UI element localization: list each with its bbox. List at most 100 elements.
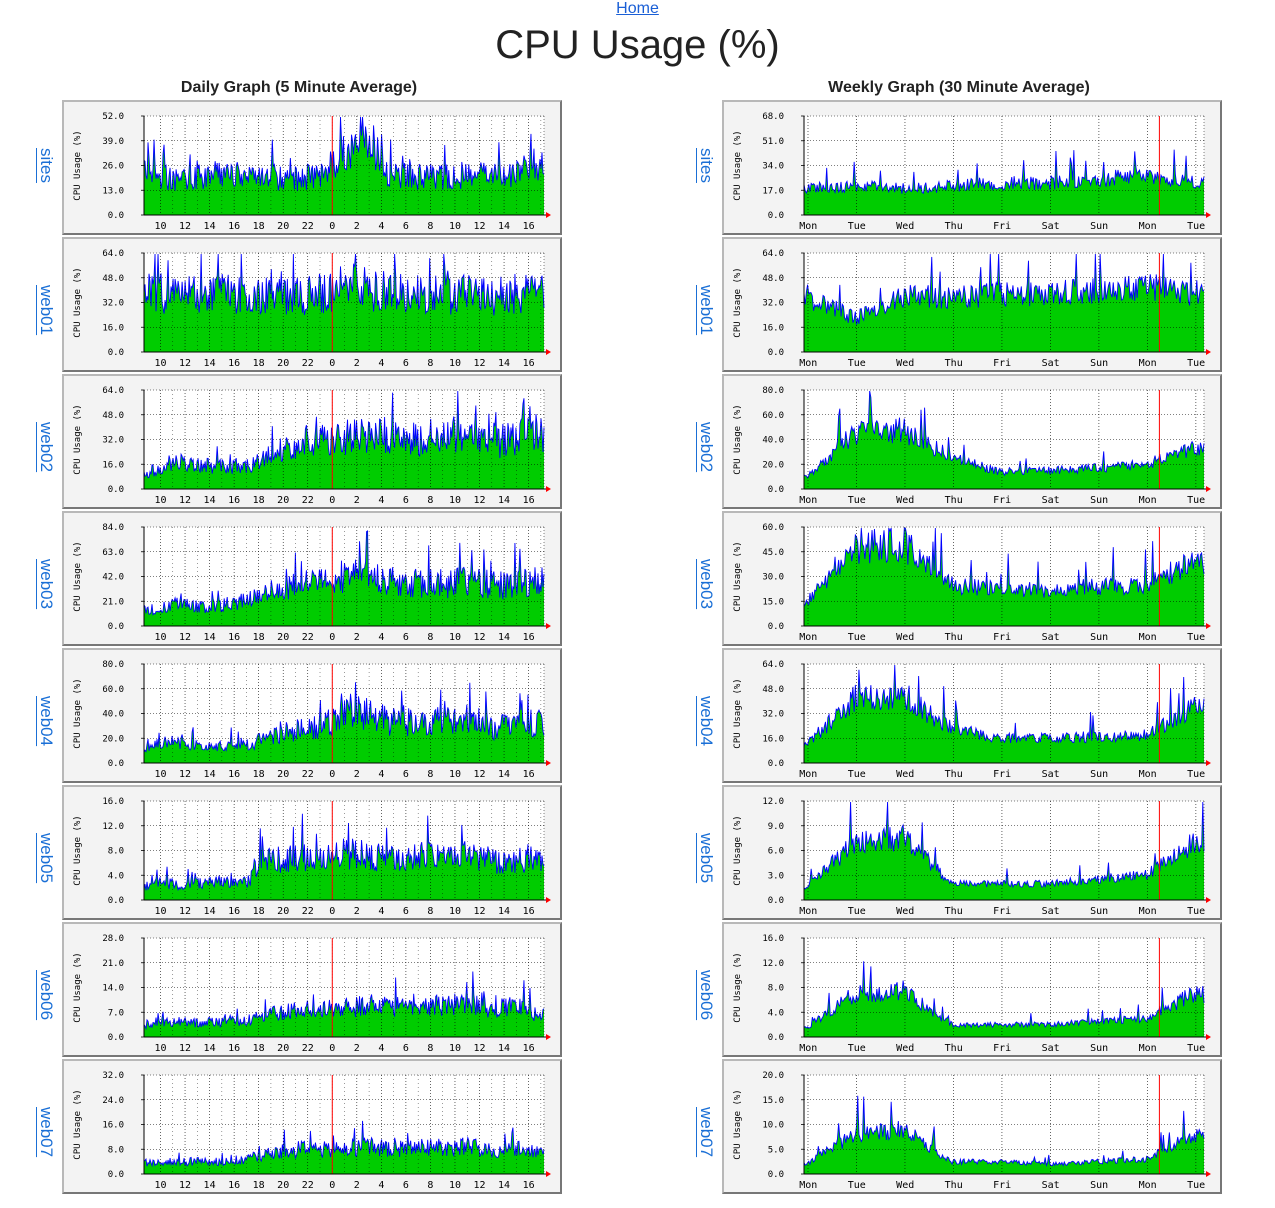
y-tick-label: 0.0 bbox=[768, 1170, 784, 1180]
y-axis-label: CPU Usage (%) bbox=[733, 678, 743, 748]
x-tick-label: 0 bbox=[329, 1043, 335, 1054]
y-tick-label: 40.0 bbox=[102, 710, 124, 720]
weekly-host-link-web01[interactable]: web01 bbox=[697, 285, 716, 336]
y-tick-label: 40.0 bbox=[762, 436, 784, 446]
cpu-line-series bbox=[803, 149, 1205, 195]
weekly-chart-web01: CPU Usage (%) 64.0 48.0 32.0 16.0 0.0 Mon Tue We… bbox=[733, 249, 1211, 369]
x-tick-label: Mon bbox=[799, 1180, 817, 1191]
y-tick-label: 21.0 bbox=[102, 597, 124, 607]
x-tick-label: 4 bbox=[378, 495, 384, 506]
daily-graph-web02: CPU Usage (%) 64.0 48.0 32.0 16.0 0.0 10 12 14 16… bbox=[62, 374, 562, 509]
x-tick-label: 6 bbox=[403, 906, 409, 917]
weekly-graph-web02: CPU Usage (%) 80.0 60.0 40.0 20.0 0.0 Mon Tue We… bbox=[722, 374, 1222, 509]
x-tick-label: 8 bbox=[427, 221, 433, 232]
daily-host-link-web02[interactable]: web02 bbox=[37, 422, 56, 473]
x-tick-label: 6 bbox=[403, 1180, 409, 1191]
x-axis-arrow-icon bbox=[1206, 1171, 1211, 1177]
x-tick-label: 10 bbox=[449, 769, 461, 780]
y-tick-label: 16.0 bbox=[102, 797, 124, 807]
x-tick-label: 10 bbox=[154, 1180, 166, 1191]
x-tick-label: 10 bbox=[154, 358, 166, 369]
x-tick-label: 6 bbox=[403, 358, 409, 369]
cpu-line-series bbox=[803, 961, 1205, 1029]
weekly-host-link-web02[interactable]: web02 bbox=[697, 422, 716, 473]
daily-host-link-web07[interactable]: web07 bbox=[37, 1107, 56, 1158]
cpu-line-series bbox=[803, 801, 1205, 890]
x-tick-label: 14 bbox=[204, 632, 216, 643]
x-tick-label: 4 bbox=[378, 221, 384, 232]
x-tick-label: 14 bbox=[498, 358, 510, 369]
y-axis-label: CPU Usage (%) bbox=[73, 678, 83, 748]
x-tick-label: 20 bbox=[277, 358, 289, 369]
y-tick-label: 80.0 bbox=[762, 386, 784, 396]
y-tick-label: 8.0 bbox=[108, 1145, 124, 1155]
x-tick-label: 12 bbox=[179, 495, 191, 506]
x-axis-arrow-icon bbox=[1206, 349, 1211, 355]
x-tick-label: 14 bbox=[204, 769, 216, 780]
home-link[interactable]: Home bbox=[616, 0, 659, 17]
x-tick-label: Mon bbox=[1139, 906, 1157, 917]
x-tick-label: 22 bbox=[302, 769, 314, 780]
x-tick-label: 22 bbox=[302, 906, 314, 917]
x-tick-label: 4 bbox=[378, 906, 384, 917]
x-axis-arrow-icon bbox=[546, 349, 551, 355]
weekly-graph-web04: CPU Usage (%) 64.0 48.0 32.0 16.0 0.0 Mon Tue We… bbox=[722, 648, 1222, 783]
x-tick-label: Sat bbox=[1042, 1043, 1060, 1054]
daily-host-link-web05[interactable]: web05 bbox=[37, 833, 56, 884]
y-axis-label: CPU Usage (%) bbox=[73, 1089, 83, 1159]
cpu-area-fill bbox=[144, 813, 544, 900]
x-tick-label: 16 bbox=[523, 358, 535, 369]
weekly-graph-web05: CPU Usage (%) 12.0 9.0 6.0 3.0 0.0 Mon Tue Wed Th… bbox=[722, 785, 1222, 920]
daily-graph-web01: CPU Usage (%) 64.0 48.0 32.0 16.0 0.0 10 12 14 16… bbox=[62, 237, 562, 372]
x-tick-label: Sun bbox=[1090, 221, 1108, 232]
x-tick-label: 10 bbox=[449, 906, 461, 917]
y-tick-label: 64.0 bbox=[762, 660, 784, 670]
daily-host-link-web01[interactable]: web01 bbox=[37, 285, 56, 336]
x-tick-label: 6 bbox=[403, 769, 409, 780]
x-tick-label: Sat bbox=[1042, 769, 1060, 780]
y-tick-label: 0.0 bbox=[108, 622, 124, 632]
daily-host-link-web06[interactable]: web06 bbox=[37, 970, 56, 1021]
cpu-area-fill bbox=[804, 961, 1204, 1037]
x-tick-label: 0 bbox=[329, 906, 335, 917]
y-tick-label: 60.0 bbox=[102, 685, 124, 695]
daily-host-link-sites[interactable]: sites bbox=[37, 148, 56, 183]
x-tick-label: Tue bbox=[848, 906, 866, 917]
x-tick-label: 2 bbox=[354, 495, 360, 506]
x-axis-arrow-icon bbox=[546, 1034, 551, 1040]
weekly-host-link-web05[interactable]: web05 bbox=[697, 833, 716, 884]
daily-graph-sites: CPU Usage (%) 52.0 39.0 26.0 13.0 0.0 10 12 14 16… bbox=[62, 100, 562, 235]
y-tick-label: 32.0 bbox=[102, 1071, 124, 1081]
weekly-host-link-web04[interactable]: web04 bbox=[697, 696, 716, 747]
weekly-host-link-web03[interactable]: web03 bbox=[697, 559, 716, 610]
weekly-host-link-web07[interactable]: web07 bbox=[697, 1107, 716, 1158]
x-tick-label: Sun bbox=[1090, 1180, 1108, 1191]
y-tick-label: 80.0 bbox=[102, 660, 124, 670]
x-tick-label: 12 bbox=[179, 358, 191, 369]
x-tick-label: Tue bbox=[848, 769, 866, 780]
x-tick-label: 2 bbox=[354, 906, 360, 917]
cpu-line-series bbox=[143, 813, 545, 892]
y-tick-label: 45.0 bbox=[762, 548, 784, 558]
y-tick-label: 16.0 bbox=[102, 1121, 124, 1131]
y-tick-label: 8.0 bbox=[768, 984, 784, 994]
x-tick-label: 20 bbox=[277, 1043, 289, 1054]
x-axis-arrow-icon bbox=[546, 1171, 551, 1177]
daily-chart-web06: CPU Usage (%) 28.0 21.0 14.0 7.0 0.0 10 12 14 16 1… bbox=[73, 934, 551, 1054]
x-tick-label: Thu bbox=[945, 906, 963, 917]
x-axis-arrow-icon bbox=[1206, 486, 1211, 492]
daily-host-link-web04[interactable]: web04 bbox=[37, 696, 56, 747]
x-tick-label: Wed bbox=[896, 221, 914, 232]
x-tick-label: Thu bbox=[945, 1180, 963, 1191]
weekly-host-link-web06[interactable]: web06 bbox=[697, 970, 716, 1021]
x-tick-label: 10 bbox=[154, 632, 166, 643]
x-tick-label: 14 bbox=[498, 769, 510, 780]
x-tick-label: 8 bbox=[427, 358, 433, 369]
y-tick-label: 64.0 bbox=[762, 249, 784, 259]
x-tick-label: 14 bbox=[204, 906, 216, 917]
daily-host-link-web03[interactable]: web03 bbox=[37, 559, 56, 610]
weekly-host-link-sites[interactable]: sites bbox=[697, 148, 716, 183]
x-tick-label: Tue bbox=[1187, 1043, 1205, 1054]
daily-chart-sites: CPU Usage (%) 52.0 39.0 26.0 13.0 0.0 10 12 14 16… bbox=[73, 112, 551, 232]
y-tick-label: 16.0 bbox=[102, 460, 124, 470]
